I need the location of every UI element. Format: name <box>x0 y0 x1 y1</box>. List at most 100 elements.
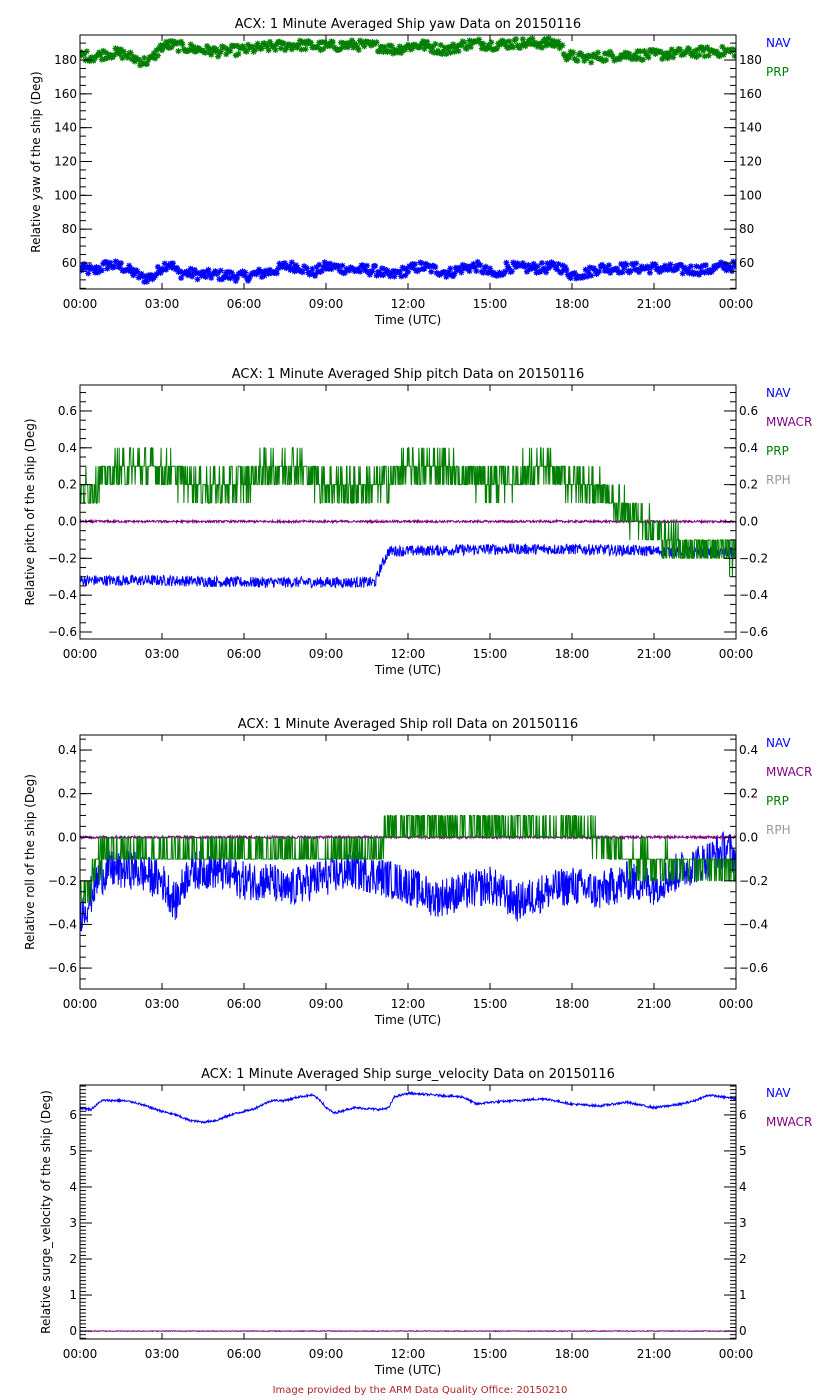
y-tick-label-right: 4 <box>739 1180 747 1194</box>
x-tick-label: 21:00 <box>637 647 672 661</box>
x-tick-label: 06:00 <box>227 997 262 1011</box>
y-tick-label: 80 <box>62 222 77 236</box>
y-tick-label: 6 <box>69 1108 77 1122</box>
x-tick-label: 15:00 <box>473 297 508 311</box>
x-tick-label: 15:00 <box>473 647 508 661</box>
x-tick-label: 21:00 <box>637 997 672 1011</box>
x-tick-label: 03:00 <box>145 1347 180 1361</box>
x-tick-label: 15:00 <box>473 997 508 1011</box>
y-tick-label: 1 <box>69 1288 77 1302</box>
x-tick-label: 00:00 <box>63 1347 98 1361</box>
y-tick-label-right: −0.4 <box>739 588 768 602</box>
y-axis-label: Relative surge_velocity of the ship (Deg… <box>39 1090 53 1334</box>
y-axis-label: Relative roll of the ship (Deg) <box>23 774 37 950</box>
footer-credit: Image provided by the ARM Data Quality O… <box>273 1385 568 1396</box>
y-tick-label-right: −0.6 <box>739 961 768 975</box>
y-tick-label-right: −0.6 <box>739 625 768 639</box>
series-nav <box>80 830 736 932</box>
x-tick-label: 09:00 <box>309 997 344 1011</box>
y-tick-label-right: 0.6 <box>739 404 758 418</box>
x-tick-label: 00:00 <box>63 997 98 1011</box>
x-tick-label: 09:00 <box>309 647 344 661</box>
y-tick-label-right: 0 <box>739 1324 747 1338</box>
legend-mwacr: MWACR <box>766 1115 812 1129</box>
x-tick-label: 09:00 <box>309 1347 344 1361</box>
panel-roll: ACX: 1 Minute Averaged Ship roll Data on… <box>23 717 812 1027</box>
y-tick-label: −0.6 <box>48 961 77 975</box>
x-axis-label: Time (UTC) <box>374 1013 441 1027</box>
y-tick-label: 3 <box>69 1216 77 1230</box>
legend-prp: PRP <box>766 444 789 458</box>
x-tick-label: 03:00 <box>145 647 180 661</box>
y-tick-label-right: 6 <box>739 1108 747 1122</box>
chart-title: ACX: 1 Minute Averaged Ship surge_veloci… <box>201 1067 615 1082</box>
y-tick-label: −0.4 <box>48 588 77 602</box>
y-tick-label: 100 <box>54 188 77 202</box>
x-tick-label: 21:00 <box>637 1347 672 1361</box>
y-tick-label-right: 80 <box>739 222 754 236</box>
legend-rph: RPH <box>766 473 791 487</box>
x-axis-label: Time (UTC) <box>374 663 441 677</box>
series-prp <box>80 35 736 69</box>
y-tick-label-right: 2 <box>739 1252 747 1266</box>
y-tick-label-right: 60 <box>739 256 754 270</box>
panel-yaw: ACX: 1 Minute Averaged Ship yaw Data on … <box>29 17 791 327</box>
x-tick-label: 18:00 <box>555 1347 590 1361</box>
panel-surge-velocity: ACX: 1 Minute Averaged Ship surge_veloci… <box>39 1067 812 1377</box>
plot-frame <box>79 34 737 290</box>
chart-title: ACX: 1 Minute Averaged Ship pitch Data o… <box>232 367 585 382</box>
y-tick-label: −0.6 <box>48 625 77 639</box>
y-tick-label-right: −0.4 <box>739 917 768 931</box>
x-tick-label: 00:00 <box>719 647 754 661</box>
x-tick-label: 03:00 <box>145 997 180 1011</box>
y-tick-label: 0.6 <box>58 404 77 418</box>
series-mwacr <box>80 518 736 525</box>
series-layer <box>80 1090 736 1333</box>
legend-rph: RPH <box>766 823 791 837</box>
x-tick-label: 12:00 <box>391 297 426 311</box>
y-tick-label-right: 0.0 <box>739 830 758 844</box>
series-layer <box>80 815 736 932</box>
y-tick-label-right: 140 <box>739 121 762 135</box>
y-tick-label: 2 <box>69 1252 77 1266</box>
y-tick-label-right: 0.2 <box>739 787 758 801</box>
legend-nav: NAV <box>766 736 791 750</box>
x-tick-label: 06:00 <box>227 647 262 661</box>
y-tick-label: −0.2 <box>48 551 77 565</box>
chart-title: ACX: 1 Minute Averaged Ship yaw Data on … <box>235 17 581 32</box>
y-tick-label: 140 <box>54 121 77 135</box>
y-tick-label: −0.4 <box>48 917 77 931</box>
y-tick-label: 4 <box>69 1180 77 1194</box>
x-tick-label: 15:00 <box>473 1347 508 1361</box>
series-prp <box>80 447 736 577</box>
x-tick-label: 00:00 <box>719 297 754 311</box>
x-tick-label: 00:00 <box>63 647 98 661</box>
y-axis-label: Relative pitch of the ship (Deg) <box>23 419 37 606</box>
y-tick-label-right: 0.4 <box>739 743 758 757</box>
y-tick-label-right: 3 <box>739 1216 747 1230</box>
y-tick-label-right: 100 <box>739 188 762 202</box>
y-tick-label: 0.2 <box>58 478 77 492</box>
y-tick-label: 0.0 <box>58 514 77 528</box>
x-tick-label: 06:00 <box>227 1347 262 1361</box>
legend-nav: NAV <box>766 1086 791 1100</box>
legend-prp: PRP <box>766 794 789 808</box>
y-tick-label-right: 0.0 <box>739 514 758 528</box>
x-tick-label: 12:00 <box>391 1347 426 1361</box>
y-tick-label: 180 <box>54 53 77 67</box>
y-tick-label: 5 <box>69 1144 77 1158</box>
y-tick-label: 160 <box>54 87 77 101</box>
legend-nav: NAV <box>766 386 791 400</box>
x-tick-label: 00:00 <box>719 1347 754 1361</box>
series-layer <box>80 447 736 589</box>
series-nav <box>80 258 736 285</box>
y-tick-label: −0.2 <box>48 874 77 888</box>
legend-prp: PRP <box>766 65 789 79</box>
x-tick-label: 03:00 <box>145 297 180 311</box>
x-axis-label: Time (UTC) <box>374 313 441 327</box>
y-tick-label-right: −0.2 <box>739 874 768 888</box>
legend-mwacr: MWACR <box>766 415 812 429</box>
series-nav <box>80 1090 736 1125</box>
y-tick-label-right: 120 <box>739 154 762 168</box>
